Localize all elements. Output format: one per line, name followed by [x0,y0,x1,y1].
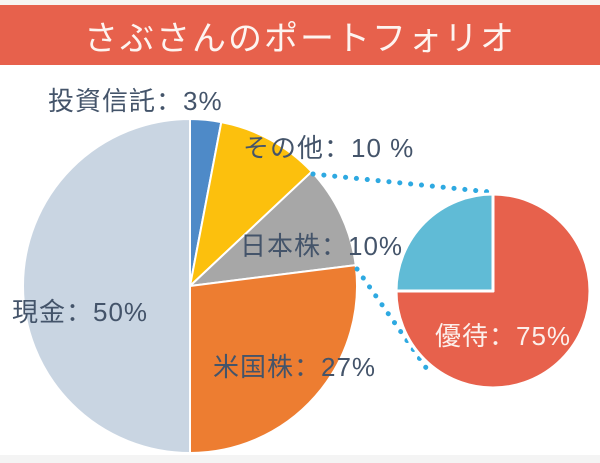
page-title: さぶさんのポートフォリオ [84,19,516,58]
label-cash: 現金：50% [12,297,149,327]
connector-line-bottom [354,266,432,375]
top-margin-strip [0,0,600,5]
connector-line-top [310,171,493,195]
bottom-margin-strip [0,455,600,463]
pie-slice-cash [22,118,191,454]
callout-connectors [310,171,493,375]
pie-slice-shareholder-benefits [394,192,592,390]
pie-slice-us-stocks [189,264,359,454]
title-banner: さぶさんのポートフォリオ [0,5,600,65]
breakout-pie [394,192,592,390]
label-us-stocks: 米国株：27% [213,352,377,382]
pie-slice-breakout-other [394,192,495,293]
label-japan-stocks: 日本株：10% [240,231,404,261]
main-pie [22,118,359,454]
label-other: その他：10 % [243,133,415,163]
pie-slice-other [189,121,313,287]
label-shareholder-benefits: 優待：75% [435,321,572,351]
label-investment-trust: 投資信託：3% [48,86,223,116]
